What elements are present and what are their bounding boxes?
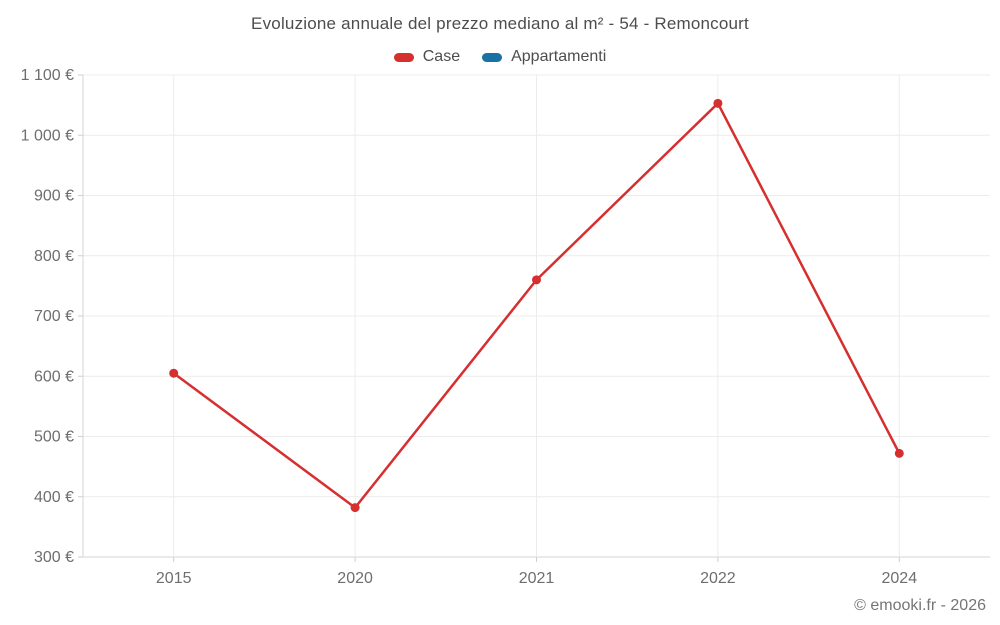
data-point-case-2015[interactable] — [169, 368, 179, 378]
legend-swatch-case — [393, 52, 414, 62]
data-point-case-2024[interactable] — [894, 448, 904, 458]
y-axis-label: 900 € — [34, 188, 74, 205]
data-point-case-2022[interactable] — [713, 98, 723, 108]
x-axis-label: 2021 — [519, 570, 555, 587]
y-axis-label: 500 € — [34, 429, 74, 446]
legend-item-appartamenti[interactable]: Appartamenti — [482, 48, 606, 66]
x-axis-label: 2022 — [700, 570, 736, 587]
data-point-case-2021[interactable] — [532, 275, 541, 285]
x-axis-label: 2020 — [337, 570, 373, 587]
legend-label-appartamenti: Appartamenti — [511, 48, 607, 65]
y-axis-label: 400 € — [34, 489, 74, 506]
y-axis-label: 600 € — [34, 368, 74, 385]
x-axis-label: 2015 — [156, 570, 192, 587]
chart-legend: Case Appartamenti — [0, 46, 1000, 68]
legend-label-case: Case — [422, 48, 461, 65]
x-axis-label: 2024 — [882, 570, 918, 587]
copyright: © emooki.fr - 2026 — [854, 597, 986, 614]
legend-item-case[interactable]: Case — [393, 48, 461, 66]
chart-title: Evoluzione annuale del prezzo mediano al… — [251, 14, 749, 33]
data-point-case-2020[interactable] — [350, 503, 360, 513]
legend-swatch-appartamenti — [482, 52, 503, 62]
y-axis-label: 700 € — [34, 308, 74, 325]
y-axis-label: 1 100 € — [21, 67, 74, 84]
y-axis-label: 300 € — [34, 549, 74, 566]
y-axis-label: 1 000 € — [21, 127, 74, 144]
y-axis-label: 800 € — [34, 248, 74, 265]
